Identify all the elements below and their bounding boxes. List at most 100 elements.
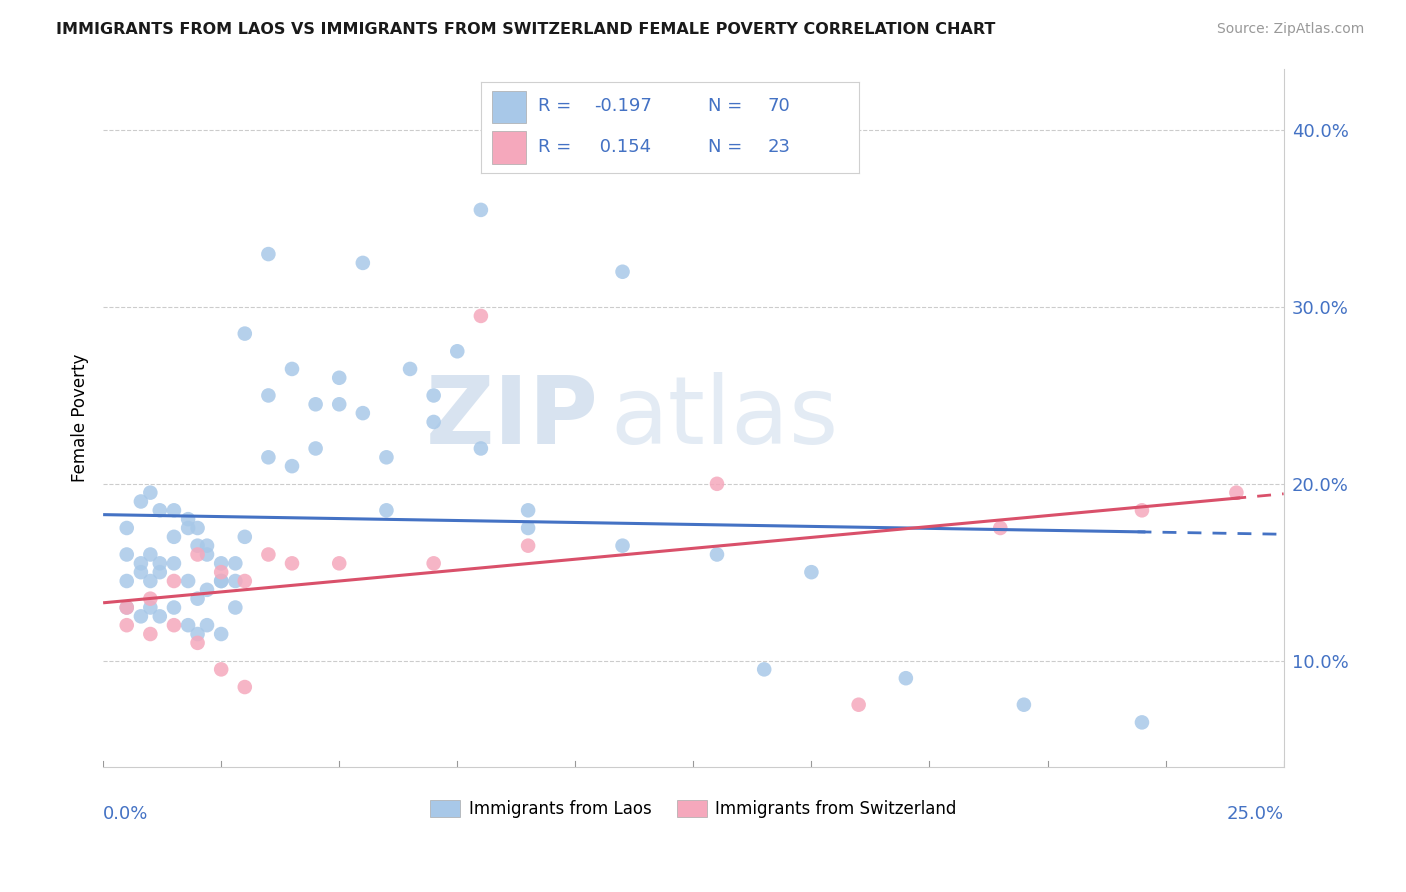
Point (612, 265, 634, 279)
Point (470, 309, 492, 323)
Point (149, 557, 172, 571)
Point (988, 521, 1011, 535)
Point (195, 618, 218, 632)
Point (139, 600, 162, 615)
Point (281, 459, 304, 474)
Point (1130, 503, 1153, 517)
Point (149, 609, 172, 624)
Point (163, 503, 186, 517)
Point (224, 600, 246, 615)
Point (187, 539, 209, 553)
Point (706, 548, 728, 562)
Point (115, 600, 138, 615)
Point (352, 406, 374, 420)
Point (224, 557, 246, 571)
Point (209, 574, 232, 588)
Text: atlas: atlas (610, 372, 839, 464)
Point (209, 662, 232, 676)
Point (177, 618, 200, 632)
Point (894, 671, 917, 685)
Text: ZIP: ZIP (426, 372, 599, 464)
Point (139, 627, 162, 641)
Point (375, 450, 398, 465)
Point (517, 521, 540, 535)
Point (224, 574, 246, 588)
Point (187, 548, 209, 562)
Y-axis label: Female Poverty: Female Poverty (72, 353, 89, 482)
Point (139, 574, 162, 588)
Point (517, 539, 540, 553)
Text: 25.0%: 25.0% (1226, 805, 1284, 823)
Point (115, 574, 138, 588)
Point (177, 574, 200, 588)
Point (129, 609, 152, 624)
Point (187, 521, 209, 535)
Point (115, 521, 138, 535)
Point (187, 627, 209, 641)
Point (257, 388, 280, 402)
Text: 0.0%: 0.0% (103, 805, 149, 823)
Point (139, 548, 162, 562)
Point (177, 521, 200, 535)
Point (233, 530, 256, 544)
Point (422, 557, 444, 571)
Point (800, 565, 823, 579)
Point (612, 539, 634, 553)
Point (328, 397, 350, 411)
Point (209, 627, 232, 641)
Point (328, 371, 350, 385)
Point (257, 247, 280, 261)
Point (149, 503, 172, 517)
Point (195, 582, 218, 597)
Point (139, 591, 162, 606)
Point (399, 362, 422, 376)
Point (1130, 715, 1153, 730)
Point (281, 557, 304, 571)
Point (129, 557, 152, 571)
Point (195, 548, 218, 562)
Point (281, 362, 304, 376)
Point (446, 344, 468, 359)
Point (209, 574, 232, 588)
Point (848, 698, 870, 712)
Point (257, 548, 280, 562)
Point (328, 557, 350, 571)
Point (163, 557, 186, 571)
Point (422, 388, 444, 402)
Point (195, 539, 218, 553)
Point (233, 326, 256, 341)
Point (149, 565, 172, 579)
Point (304, 397, 326, 411)
Point (177, 512, 200, 526)
Point (352, 256, 374, 270)
Point (163, 600, 186, 615)
Point (187, 636, 209, 650)
Point (470, 442, 492, 456)
Point (706, 476, 728, 491)
Point (187, 591, 209, 606)
Point (754, 662, 776, 676)
Point (1012, 698, 1035, 712)
Point (422, 415, 444, 429)
Point (375, 503, 398, 517)
Point (209, 557, 232, 571)
Point (129, 494, 152, 508)
Text: IMMIGRANTS FROM LAOS VS IMMIGRANTS FROM SWITZERLAND FEMALE POVERTY CORRELATION C: IMMIGRANTS FROM LAOS VS IMMIGRANTS FROM … (56, 22, 995, 37)
Point (163, 574, 186, 588)
Point (1225, 485, 1247, 500)
Point (115, 600, 138, 615)
Point (233, 574, 256, 588)
Point (129, 565, 152, 579)
Point (163, 530, 186, 544)
Point (115, 548, 138, 562)
Point (115, 618, 138, 632)
Point (470, 202, 492, 217)
Point (304, 442, 326, 456)
Point (233, 680, 256, 694)
Point (257, 450, 280, 465)
Point (209, 565, 232, 579)
Point (139, 485, 162, 500)
Text: Source: ZipAtlas.com: Source: ZipAtlas.com (1216, 22, 1364, 37)
Point (517, 503, 540, 517)
Point (163, 618, 186, 632)
